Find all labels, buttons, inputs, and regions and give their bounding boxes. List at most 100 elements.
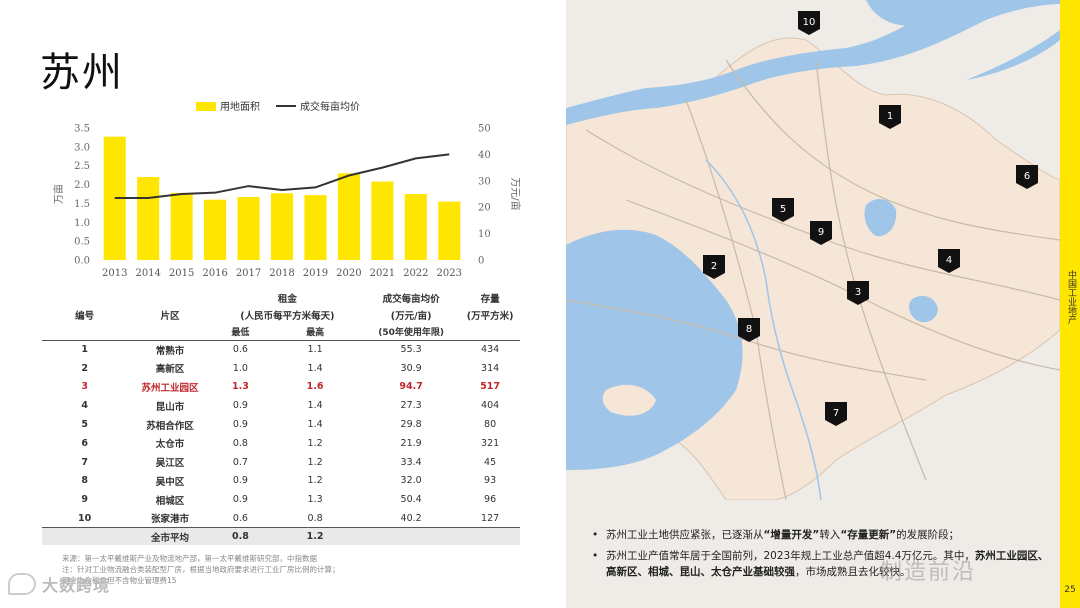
cell-district: 高新区: [155, 364, 185, 376]
table-row: 5 苏相合作区 0.9 1.4 29.8 80: [42, 415, 520, 434]
map-pin-icon: [810, 221, 832, 245]
cell-stock: 314: [481, 362, 500, 374]
header-stock: 存量: [480, 294, 500, 305]
map-marker-6: 6: [1016, 165, 1038, 189]
map-pin-icon: [879, 105, 901, 129]
cell-stock: 96: [484, 494, 497, 506]
bullet-item: 苏州工业土地供应紧张，已逐渐从“增量开发”转入“存量更新”的发展阶段；: [590, 527, 1052, 543]
cell-rent-low: 0.9: [232, 475, 248, 487]
x-tick-label: 2015: [169, 268, 194, 279]
cell-price: 21.9: [400, 437, 422, 449]
y-left-tick-label: 3.0: [74, 142, 90, 153]
cell-rent-low: 0.6: [232, 512, 248, 524]
map-marker-1: 1: [879, 105, 901, 129]
cell-rent-high: 1.4: [307, 362, 323, 374]
x-tick-label: 2019: [303, 268, 328, 279]
cell-rent-high: 1.4: [307, 400, 323, 412]
table-row: 3 苏州工业园区 1.3 1.6 94.7 517: [42, 378, 520, 397]
y-left-tick-label: 2.5: [74, 161, 90, 172]
cell-rent-high: 1.6: [306, 381, 324, 393]
cell-district: 相城区: [155, 495, 185, 507]
bullet-emphasis: 苏州工业园区、高新区、相城、昆山、太仓产业基础较强: [606, 550, 1049, 578]
watermark-left-text: 大数跨境: [42, 576, 111, 595]
map-marker-2: 2: [703, 255, 725, 279]
note-line: 来源：第一太平戴维斯产业及物流地产部，第一太平戴维斯研究部，中指数据: [62, 554, 317, 563]
bullet-text: 转入: [819, 529, 841, 541]
cell-no: 7: [81, 456, 88, 468]
cell-average-low: 0.8: [212, 527, 269, 545]
header-price: 成交每亩均价: [382, 294, 440, 305]
map-marker-label: 10: [803, 17, 816, 28]
cell-empty: [460, 527, 520, 545]
table-row: 10 张家港市 0.6 0.8 40.2 127: [42, 509, 520, 528]
cell-stock: 93: [484, 475, 497, 487]
bar-2019: [304, 195, 327, 260]
cell-price: 29.8: [400, 419, 422, 431]
header-rent: 租金: [277, 294, 297, 305]
cell-stock: 517: [480, 381, 501, 393]
table-row: 7 吴江区 0.7 1.2 33.4 45: [42, 453, 520, 472]
cell-price: 55.3: [400, 344, 422, 356]
y-right-tick-label: 0: [478, 256, 484, 267]
cell-no: 4: [81, 400, 88, 412]
map-marker-label: 2: [711, 261, 717, 272]
map-marker-3: 3: [847, 281, 869, 305]
cell-no: 8: [81, 475, 88, 487]
y-left-tick-label: 0.0: [74, 256, 90, 267]
map-pin-icon: [1016, 165, 1038, 189]
cell-rent-high: 1.4: [307, 419, 323, 431]
bullet-item: 苏州工业产值常年居于全国前列，2023年规上工业总产值超4.4万亿元。其中，苏州…: [590, 548, 1052, 580]
map-marker-9: 9: [810, 221, 832, 245]
x-tick-label: 2016: [202, 268, 227, 279]
x-tick-label: 2022: [403, 268, 428, 279]
cell-price: 33.4: [400, 456, 422, 468]
y-right-tick-label: 10: [478, 229, 491, 240]
summary-bullets: 苏州工业土地供应紧张，已逐渐从“增量开发”转入“存量更新”的发展阶段； 苏州工业产…: [590, 527, 1052, 585]
section-label: 中国工业地产: [1066, 270, 1076, 324]
table-body: 1 常熟市 0.6 1.1 55.3 434 2 高新区 1.0 1.4 30.9 314 3 苏州工业园…: [42, 340, 520, 545]
header-empty-2: [127, 288, 212, 306]
average-row: 全市平均 0.8 1.2: [42, 527, 520, 545]
cell-price: 50.4: [400, 494, 422, 506]
cell-rent-low: 0.9: [232, 419, 248, 431]
map-pin-icon: [703, 255, 725, 279]
cell-price: 30.9: [400, 362, 422, 374]
y-right-axis-title: 万元/亩: [509, 177, 522, 210]
bar-2022: [404, 194, 427, 260]
cell-empty: [42, 527, 128, 545]
bar-2023: [438, 201, 461, 260]
map-pin-icon: [938, 249, 960, 273]
map-marker-label: 5: [780, 204, 786, 215]
bar-2017: [237, 197, 260, 260]
cell-district: 吴江区: [155, 458, 185, 470]
cell-district: 张家港市: [151, 514, 190, 526]
yangcheng-lake: [864, 198, 897, 237]
bar-2021: [371, 181, 394, 260]
cell-stock: 404: [481, 400, 500, 412]
cell-average-high: 1.2: [268, 527, 363, 545]
cell-rent-low: 1.0: [232, 362, 248, 374]
page-number: 25: [1064, 585, 1076, 595]
map-marker-7: 7: [825, 402, 847, 426]
cell-rent-low: 0.7: [232, 456, 248, 468]
cell-rent-high: 1.3: [307, 494, 323, 506]
header-rent-high: 最高: [268, 324, 363, 341]
district-table: 租金 成交每亩均价 存量 编号 片区 (人民币每平方米每天) (万元/亩) (万…: [42, 288, 520, 545]
cell-rent-low: 0.6: [232, 344, 248, 356]
small-lake: [909, 295, 938, 323]
cell-rent-low: 1.3: [232, 381, 249, 393]
cell-no: 3: [81, 381, 88, 393]
table-row: 9 相城区 0.9 1.3 50.4 96: [42, 490, 520, 509]
cell-no: 10: [78, 512, 92, 524]
y-left-tick-label: 0.5: [74, 237, 90, 248]
map-pin-icon: [825, 402, 847, 426]
bullet-text: ，市场成熟且去化较快。: [795, 566, 911, 578]
y-right-tick-label: 40: [478, 150, 491, 161]
cell-rent-low: 0.9: [232, 400, 248, 412]
cell-empty: [362, 527, 461, 545]
cell-rent-high: 1.1: [307, 344, 323, 356]
y-left-axis-title: 万亩: [52, 184, 65, 204]
watermark-left: 大数跨境: [8, 572, 110, 596]
bar-2018: [270, 193, 294, 260]
header-price-note: (50年使用年限): [362, 324, 461, 341]
